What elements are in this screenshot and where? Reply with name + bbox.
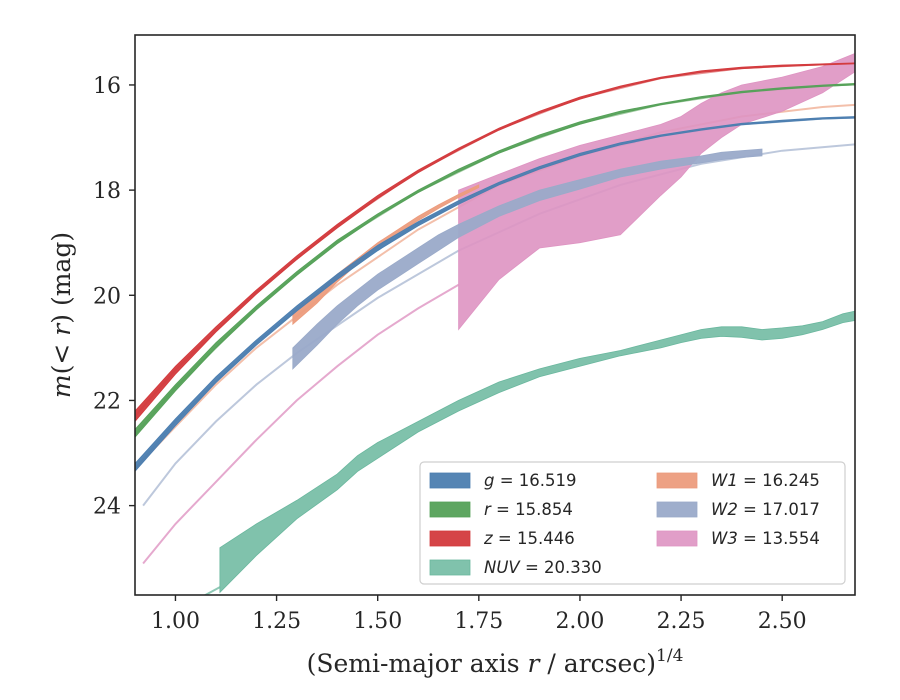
band-g [135,116,855,473]
legend-label-w3: W3 = 13.554 [711,529,820,548]
legend-label-z: z = 15.446 [483,529,575,548]
plot-frame [134,34,856,596]
plot-area [135,52,855,595]
legend-label-g: g = 16.519 [484,471,577,490]
y-tick-label: 18 [93,179,121,204]
legend-box [419,461,846,585]
band-w3 [458,52,855,331]
legend-swatch-z [429,530,471,547]
model-curve-g [135,116,855,470]
legend-label-w1: W1 = 16.245 [711,471,820,490]
model-curve-w3 [142,283,460,565]
model-curve-w1 [135,103,855,470]
y-tick-label: 20 [93,284,121,309]
legend: g = 16.519 r = 15.854 z = 15.446 NUV = 20.3… [419,461,846,585]
y-axis-title: m(< r) (mag) [47,232,76,398]
model-curve-nuv [203,586,221,595]
axes: 1.00 1.25 1.50 1.75 2.00 2.25 2.50 16 18 20 22 24 (S… [47,34,856,678]
legend-label-w2: W2 = 17.017 [711,500,820,519]
y-tick-label: 24 [93,495,121,520]
legend-swatch-nuv [429,559,471,576]
legend-swatch-w1 [656,472,698,489]
legend-swatch-r [429,501,471,518]
x-tick-label: 1.00 [151,609,200,634]
band-r [135,82,855,438]
x-tick-label: 2.00 [555,609,604,634]
y-tick-label: 16 [93,74,121,99]
legend-swatch-w3 [656,530,698,547]
model-curve-w2 [142,143,855,507]
x-tick-label: 2.50 [758,609,807,634]
band-w2 [292,148,763,370]
legend-label-r: r = 15.854 [484,500,573,519]
band-z [135,62,855,423]
x-tick-label: 1.25 [252,609,301,634]
x-tick-label: 2.25 [657,609,706,634]
x-tick-label: 1.50 [353,609,402,634]
legend-swatch-w2 [656,501,698,518]
x-axis-title: (Semi-major axis r / arcsec)1/4 [307,646,684,678]
band-nuv [219,310,855,594]
y-tick-label: 22 [93,389,121,414]
legend-swatch-g [429,472,471,489]
legend-label-nuv: NUV = 20.330 [484,558,602,577]
band-w1 [292,184,480,326]
x-tick-label: 1.75 [454,609,503,634]
